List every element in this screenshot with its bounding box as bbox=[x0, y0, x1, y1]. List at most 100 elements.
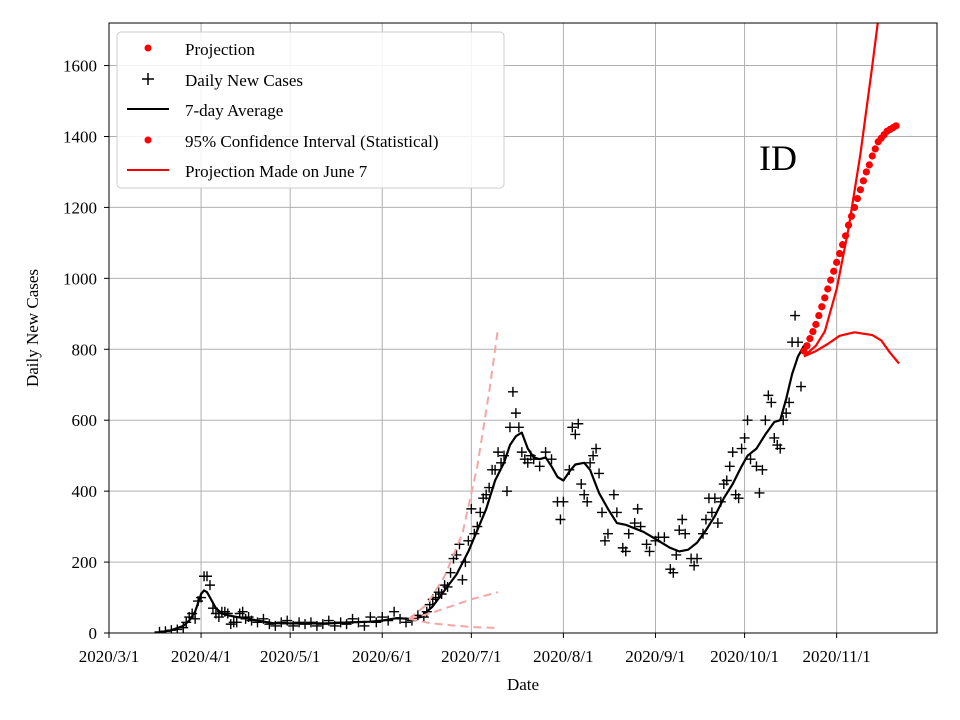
plot-area bbox=[154, 23, 900, 633]
daily-case-marker bbox=[736, 443, 747, 454]
y-tick-label: 1000 bbox=[63, 269, 97, 288]
projection-point bbox=[815, 311, 823, 320]
legend-label: Projection Made on June 7 bbox=[185, 162, 368, 181]
daily-case-marker bbox=[585, 457, 596, 468]
series-projection-made-on-june-7-line bbox=[408, 591, 499, 620]
daily-case-marker bbox=[611, 507, 622, 518]
daily-case-marker bbox=[579, 489, 590, 500]
daily-case-marker bbox=[501, 486, 512, 497]
legend-label: 95% Confidence Interval (Statistical) bbox=[185, 132, 439, 151]
legend-item-projection: Projection bbox=[144, 40, 255, 59]
daily-case-marker bbox=[213, 612, 224, 623]
projection-point bbox=[871, 145, 879, 153]
legend-label: 7-day Average bbox=[185, 101, 283, 120]
daily-case-marker bbox=[389, 606, 400, 617]
projection-point bbox=[830, 267, 838, 275]
series-95-confidence-interval-statistical-line bbox=[803, 331, 900, 365]
grid-lines bbox=[108, 23, 937, 634]
daily-case-marker bbox=[365, 612, 376, 623]
daily-case-marker bbox=[466, 503, 477, 514]
projection-point bbox=[806, 335, 814, 343]
y-tick-label: 1600 bbox=[63, 57, 97, 76]
projection-point bbox=[892, 122, 900, 130]
daily-case-marker bbox=[457, 574, 468, 585]
x-tick-label: 2020/6/1 bbox=[352, 647, 412, 666]
daily-case-marker bbox=[641, 539, 652, 550]
daily-case-marker bbox=[712, 518, 723, 529]
legend-item-projection-june-7: Projection Made on June 7 bbox=[127, 162, 368, 181]
daily-case-marker bbox=[668, 567, 679, 578]
daily-case-marker bbox=[760, 415, 771, 426]
projection-point bbox=[800, 347, 808, 355]
projection-point bbox=[803, 342, 811, 350]
projection-point bbox=[853, 194, 862, 203]
series-projection-made-on-june-7-line bbox=[408, 617, 499, 629]
series-95-confidence-interval-statistical-line bbox=[803, 23, 879, 358]
daily-case-marker bbox=[700, 514, 711, 525]
daily-case-marker bbox=[721, 475, 732, 486]
projection-point bbox=[818, 303, 826, 311]
daily-case-marker bbox=[558, 496, 569, 507]
y-tick-label: 1400 bbox=[63, 127, 97, 146]
daily-case-marker bbox=[573, 418, 584, 429]
projection-point bbox=[856, 186, 865, 194]
x-tick-label: 2020/9/1 bbox=[625, 647, 685, 666]
projection-point bbox=[859, 177, 867, 185]
legend-plus-icon bbox=[142, 73, 154, 85]
daily-case-marker bbox=[724, 461, 735, 472]
daily-case-marker bbox=[608, 489, 619, 500]
daily-case-marker bbox=[597, 507, 608, 518]
series-daily-new-cases bbox=[154, 310, 807, 633]
axis-ticks bbox=[104, 65, 838, 638]
daily-case-marker bbox=[632, 503, 643, 514]
daily-case-marker bbox=[576, 479, 587, 490]
series-projection bbox=[800, 122, 900, 355]
projection-point bbox=[824, 285, 832, 293]
legend-item-daily-new-cases: Daily New Cases bbox=[142, 71, 303, 90]
y-tick-labels: 0 200 400 600 800 1000 1200 1400 1600 bbox=[63, 57, 97, 643]
daily-case-marker bbox=[733, 493, 744, 504]
legend-frame bbox=[116, 31, 505, 189]
daily-case-marker bbox=[588, 450, 599, 461]
daily-case-marker bbox=[623, 528, 634, 539]
daily-case-marker bbox=[745, 454, 756, 465]
x-tick-label: 2020/3/1 bbox=[79, 647, 139, 666]
daily-case-marker bbox=[602, 528, 613, 539]
daily-case-marker bbox=[790, 310, 801, 321]
x-tick-label: 2020/7/1 bbox=[441, 647, 501, 666]
projection-point bbox=[809, 327, 817, 336]
y-tick-label: 400 bbox=[72, 482, 98, 501]
daily-case-marker bbox=[582, 496, 593, 507]
daily-case-marker bbox=[504, 422, 515, 433]
daily-case-marker bbox=[769, 432, 780, 443]
daily-case-marker bbox=[231, 617, 242, 628]
projection-point bbox=[868, 152, 876, 160]
daily-case-marker bbox=[237, 606, 248, 617]
daily-case-marker bbox=[620, 546, 631, 557]
daily-case-marker bbox=[594, 468, 605, 479]
daily-case-marker bbox=[757, 464, 768, 475]
daily-case-marker bbox=[510, 408, 521, 419]
daily-case-marker bbox=[252, 617, 263, 628]
legend-item-confidence-interval: 95% Confidence Interval (Statistical) bbox=[144, 132, 439, 151]
y-tick-label: 600 bbox=[72, 411, 98, 430]
x-tick-label: 2020/10/1 bbox=[710, 647, 779, 666]
daily-case-marker bbox=[706, 507, 717, 518]
x-tick-label: 2020/11/1 bbox=[802, 647, 870, 666]
projection-point bbox=[833, 258, 841, 266]
daily-case-marker bbox=[674, 525, 685, 536]
legend: Projection Daily New Cases 7-day Average… bbox=[116, 31, 505, 189]
daily-case-marker bbox=[341, 619, 352, 630]
projection-point bbox=[812, 320, 820, 329]
daily-case-marker bbox=[739, 432, 750, 443]
series-7-day-average-line bbox=[159, 345, 805, 633]
daily-case-marker bbox=[793, 337, 804, 348]
region-label: ID bbox=[759, 138, 797, 178]
daily-case-marker bbox=[680, 528, 691, 539]
projection-point bbox=[821, 294, 829, 302]
daily-case-marker bbox=[570, 429, 581, 440]
plot-series bbox=[154, 23, 900, 633]
daily-case-marker bbox=[190, 613, 201, 624]
daily-case-marker bbox=[629, 518, 640, 529]
y-tick-label: 800 bbox=[72, 340, 98, 359]
